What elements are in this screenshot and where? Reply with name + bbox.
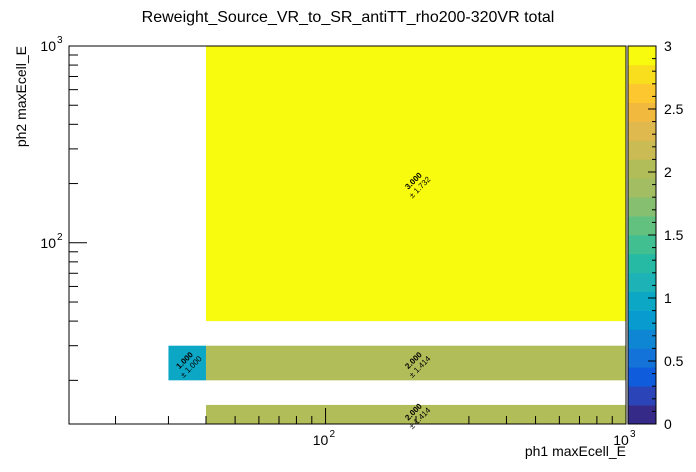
color-bar-segment <box>628 83 656 103</box>
heatmap-cell <box>205 46 626 322</box>
y-tick-label: 10 <box>40 235 56 251</box>
color-bar-tick-label: 0 <box>664 416 672 432</box>
color-bar-segment <box>628 348 656 368</box>
color-bar-segment <box>628 253 656 274</box>
color-bar-segment <box>628 140 656 160</box>
color-bar-tick-label: 1.5 <box>664 227 684 243</box>
heatmap-cell <box>205 345 626 381</box>
color-bar-segment <box>628 310 656 330</box>
chart-title: Reweight_Source_VR_to_SR_antiTT_rho200-3… <box>142 9 555 26</box>
color-bar-segment <box>628 102 656 122</box>
heatmap-cell <box>205 404 626 424</box>
plot-frame <box>68 45 627 425</box>
color-bar-segment <box>628 272 656 292</box>
heatmap-cell <box>168 345 206 381</box>
color-bar-segment <box>628 216 656 236</box>
cells-layer <box>168 46 626 424</box>
y-tick-exponent: 3 <box>57 35 63 46</box>
color-bar-segment <box>628 121 656 141</box>
x-tick-label: 10 <box>613 432 629 448</box>
x-tick-exponent: 2 <box>330 429 336 440</box>
y-tick-label: 10 <box>40 38 56 54</box>
x-tick-label: 10 <box>313 432 329 448</box>
color-bar-segment <box>628 405 656 425</box>
color-bar-tick-label: 0.5 <box>664 353 684 369</box>
color-bar: 0 0.5 1 1.5 2 2.5 3 <box>627 38 684 432</box>
color-bar-segment <box>628 178 656 198</box>
color-bar-segment <box>628 329 656 349</box>
color-bar-tick-label: 1 <box>664 290 672 306</box>
cell-label: 2.000± 1.414 <box>403 401 433 431</box>
color-bar-tick-label: 2 <box>664 164 672 180</box>
color-bar-tick-label: 3 <box>664 38 672 54</box>
axes-layer: 10 2 10 310 210 3 <box>40 35 636 448</box>
y-tick-exponent: 2 <box>57 232 63 243</box>
color-bar-segment <box>628 386 656 406</box>
color-bar-segment <box>628 64 656 85</box>
color-bar-segment <box>628 197 656 217</box>
color-bar-segment <box>628 367 656 387</box>
color-bar-segment <box>628 159 656 179</box>
color-bar-segment <box>628 235 656 255</box>
color-bar-segment <box>628 291 656 311</box>
color-bar-tick-label: 2.5 <box>664 101 684 117</box>
x-tick-exponent: 3 <box>630 429 636 440</box>
y-axis-label: ph2 maxEcell_E <box>13 46 29 147</box>
x-axis-label: ph1 maxEcell_E <box>525 443 626 459</box>
color-bar-segment <box>628 46 656 66</box>
